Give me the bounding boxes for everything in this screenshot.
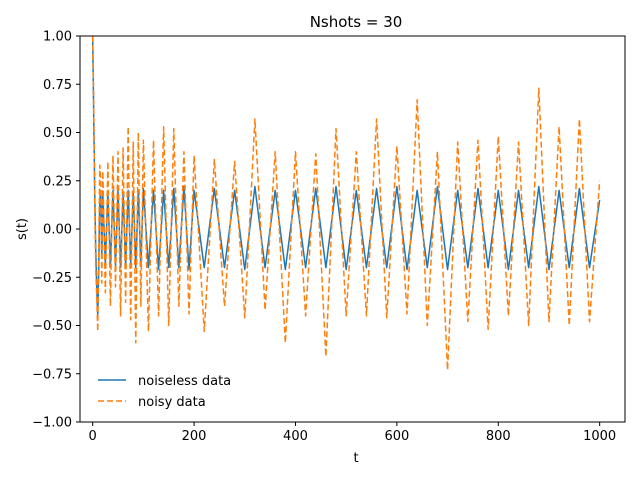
chart-title: Nshots = 30 bbox=[310, 13, 403, 31]
x-axis-label: t bbox=[353, 451, 358, 466]
series-line-noiseless bbox=[91, 36, 601, 317]
series-layer bbox=[91, 36, 601, 371]
y-tick-label: 0.50 bbox=[43, 126, 72, 141]
x-tick-label: 1000 bbox=[583, 429, 616, 444]
x-axis-ticks: 0 200 400 600 800 1000 bbox=[89, 422, 616, 444]
y-tick-label: −0.50 bbox=[32, 319, 72, 334]
y-tick-label: 0.25 bbox=[43, 174, 72, 189]
y-axis-label: s(t) bbox=[15, 218, 30, 240]
legend-label-noisy: noisy data bbox=[138, 395, 206, 410]
y-tick-label: −0.25 bbox=[32, 271, 72, 286]
y-tick-label: 0.75 bbox=[43, 78, 72, 93]
plot-area bbox=[91, 36, 601, 371]
y-tick-label: 0.00 bbox=[43, 223, 72, 238]
x-tick-label: 600 bbox=[384, 429, 409, 444]
x-tick-label: 200 bbox=[182, 429, 207, 444]
y-tick-label: −1.00 bbox=[32, 416, 72, 431]
series-line-noisy bbox=[91, 36, 601, 371]
x-tick-label: 400 bbox=[283, 429, 308, 444]
legend: noiseless data noisy data bbox=[98, 374, 231, 410]
legend-label-noiseless: noiseless data bbox=[138, 374, 231, 389]
x-tick-label: 0 bbox=[89, 429, 97, 444]
y-axis-ticks: −1.00 −0.75 −0.50 −0.25 0.00 0.25 0.50 0.75 1.00 bbox=[32, 30, 80, 431]
y-tick-label: 1.00 bbox=[43, 30, 72, 45]
x-tick-label: 800 bbox=[486, 429, 511, 444]
y-tick-label: −0.75 bbox=[32, 367, 72, 382]
